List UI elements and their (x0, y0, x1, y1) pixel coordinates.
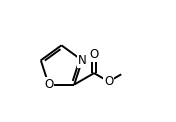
Text: N: N (78, 54, 86, 67)
Text: O: O (89, 48, 99, 61)
Text: O: O (44, 78, 53, 91)
Text: O: O (104, 75, 113, 88)
